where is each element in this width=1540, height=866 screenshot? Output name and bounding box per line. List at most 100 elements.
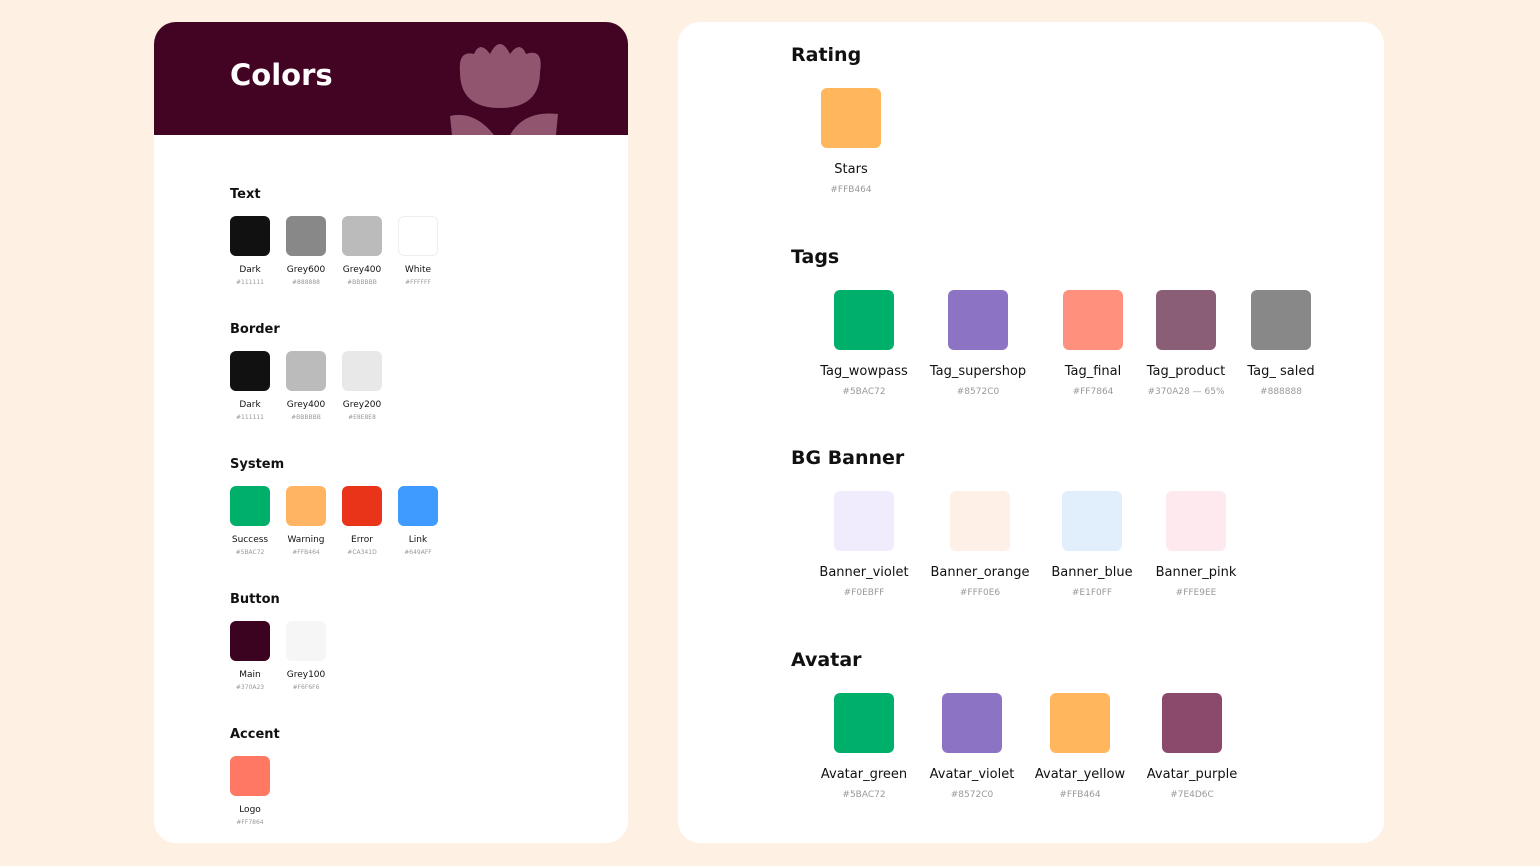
color-swatch[interactable]: Stars #FFB464 (791, 88, 911, 195)
section-title: BG Banner (791, 447, 905, 469)
swatch-name: Banner_blue (1051, 565, 1133, 580)
swatch-name: Banner_violet (819, 565, 909, 580)
swatch-hex: #F6F6F6 (292, 684, 320, 691)
color-swatch[interactable]: Success #5BAC72 (230, 486, 270, 556)
swatch-color (834, 491, 894, 551)
color-swatch[interactable]: Logo #FF7864 (230, 756, 270, 826)
color-swatch[interactable]: Tag_product #370A28 — 65% (1126, 290, 1246, 397)
swatch-name: Dark (239, 400, 261, 410)
section-rating: Rating Stars #FFB464 (791, 44, 881, 218)
swatch-color (286, 486, 326, 526)
section-title: Border (230, 322, 280, 337)
swatch-name: White (404, 265, 432, 275)
section-title: Accent (230, 727, 280, 742)
swatch-name: Dark (239, 265, 261, 275)
swatch-name: Main (239, 670, 261, 680)
color-swatch[interactable]: Avatar_yellow #FFB464 (1020, 693, 1140, 800)
swatch-hex: #5BAC72 (842, 790, 886, 800)
section-title: Tags (791, 246, 840, 268)
swatch-color (398, 486, 438, 526)
swatch-hex: #8572C0 (950, 790, 994, 800)
swatch-hex: #888888 (1260, 387, 1302, 397)
swatch-color (950, 491, 1010, 551)
color-swatch[interactable]: Grey400 #BBBBBB (286, 351, 326, 421)
palette-card: Rating Stars #FFB464 Tags Tag_wowpass #5BAC72… (678, 22, 1384, 843)
swatch-name: Avatar_yellow (1034, 767, 1126, 782)
swatch-hex: #370A23 (235, 684, 265, 691)
swatch-name: Tag_wowpass (820, 364, 908, 379)
swatch-name: Avatar_purple (1146, 767, 1238, 782)
swatch-color (342, 486, 382, 526)
swatch-name: Avatar_green (820, 767, 908, 782)
swatch-color (286, 216, 326, 256)
color-swatch[interactable]: Main #370A23 (230, 621, 270, 691)
swatch-name: Grey400 (286, 400, 326, 410)
color-swatch[interactable]: Grey200 #E8E8E8 (342, 351, 382, 421)
swatch-color (230, 486, 270, 526)
tulip-icon (450, 44, 558, 135)
color-swatch[interactable]: Avatar_green #5BAC72 (804, 693, 924, 800)
swatch-color (230, 621, 270, 661)
swatch-color (286, 621, 326, 661)
swatch-color (398, 216, 438, 256)
swatch-name: Logo (239, 805, 261, 815)
swatch-color (1166, 491, 1226, 551)
swatch-color (834, 693, 894, 753)
color-swatch[interactable]: Link #649AFF (398, 486, 438, 556)
color-swatch[interactable]: Grey400 #BBBBBB (342, 216, 382, 286)
colors-header: Colors (154, 22, 628, 135)
swatch-hex: #8572C0 (956, 387, 1000, 397)
swatch-name: Grey600 (286, 265, 326, 275)
swatch-name: Tag_final (1064, 364, 1122, 379)
swatch-color (1063, 290, 1123, 350)
swatch-hex: #BBBBBB (291, 414, 321, 421)
swatch-color (286, 351, 326, 391)
color-swatch[interactable]: Grey600 #888888 (286, 216, 326, 286)
swatch-color (1162, 693, 1222, 753)
swatch-hex: #FFFFFF (405, 279, 431, 286)
color-swatch[interactable]: Banner_violet #F0EBFF (804, 491, 924, 598)
swatch-name: Error (351, 535, 373, 545)
swatch-color (1050, 693, 1110, 753)
swatch-name: Banner_pink (1155, 565, 1237, 580)
swatch-color (342, 351, 382, 391)
color-swatch[interactable]: Grey100 #F6F6F6 (286, 621, 326, 691)
color-swatch[interactable]: Banner_orange #FFF0E6 (920, 491, 1040, 598)
swatch-color (834, 290, 894, 350)
swatch-hex: #111111 (236, 414, 264, 421)
swatch-hex: #FFB464 (1059, 790, 1101, 800)
color-swatch[interactable]: Tag_ saled #888888 (1221, 290, 1341, 397)
swatch-hex: #888888 (292, 279, 320, 286)
swatch-color (342, 216, 382, 256)
section-text: Text Dark #111111 Grey600 #888888 Grey400 #BBB… (230, 187, 438, 286)
color-swatch[interactable]: Avatar_violet #8572C0 (912, 693, 1032, 800)
color-swatch[interactable]: Avatar_purple #7E4D6C (1132, 693, 1252, 800)
swatch-name: Success (231, 535, 269, 545)
section-tags: Tags Tag_wowpass #5BAC72 Tag_supershop #8572… (791, 246, 1315, 420)
section-title: Text (230, 187, 261, 202)
color-swatch[interactable]: Tag_final #FF7864 (1033, 290, 1153, 397)
color-swatch[interactable]: Warning #FFB464 (286, 486, 326, 556)
color-swatch[interactable]: Banner_blue #E1F0FF (1032, 491, 1152, 598)
swatch-color (230, 351, 270, 391)
colors-card: Colors Text Dark #111111 Grey600 #888888 Grey… (154, 22, 628, 843)
swatch-hex: #370A28 — 65% (1147, 387, 1225, 397)
swatch-name: Link (408, 535, 428, 545)
section-title: Avatar (791, 649, 862, 671)
color-swatch[interactable]: Dark #111111 (230, 216, 270, 286)
color-swatch[interactable]: Error #CA341D (342, 486, 382, 556)
section-button: Button Main #370A23 Grey100 #F6F6F6 (230, 592, 326, 691)
color-swatch[interactable]: Tag_wowpass #5BAC72 (804, 290, 924, 397)
color-swatch[interactable]: Dark #111111 (230, 351, 270, 421)
swatch-hex: #FFB464 (830, 185, 872, 195)
color-swatch[interactable]: White #FFFFFF (398, 216, 438, 286)
section-accent: Accent Logo #FF7864 (230, 727, 280, 826)
swatch-color (1156, 290, 1216, 350)
swatch-name: Tag_ saled (1247, 364, 1315, 379)
section-title: System (230, 457, 285, 472)
swatch-color (1062, 491, 1122, 551)
page-title: Colors (230, 58, 333, 92)
color-swatch[interactable]: Banner_pink #FFE9EE (1136, 491, 1256, 598)
swatch-color (942, 693, 1002, 753)
color-swatch[interactable]: Tag_supershop #8572C0 (918, 290, 1038, 397)
